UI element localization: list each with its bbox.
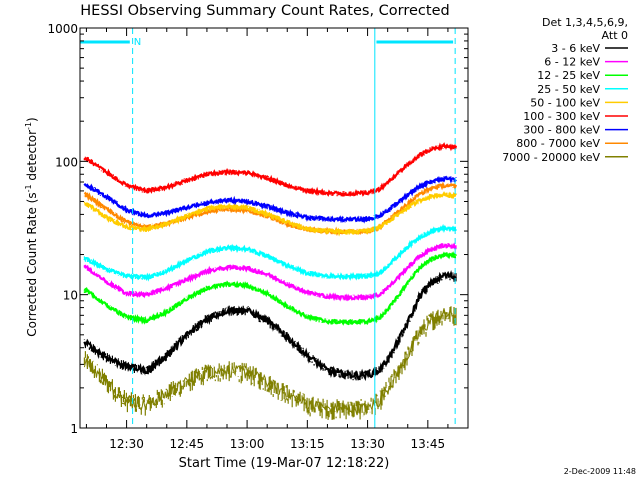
y-axis-label-sup1: -1: [24, 184, 33, 192]
y-axis-label-mid: detector: [25, 130, 39, 185]
chart-title: HESSI Observing Summary Count Rates, Cor…: [80, 3, 449, 19]
x-axis-label: Start Time (19-Mar-07 12:18:22): [179, 456, 390, 471]
y-tick-label: 10: [63, 289, 78, 303]
series-trace: [83, 307, 457, 416]
legend-entry-label: 7000 - 20000 keV: [502, 151, 600, 164]
y-axis-label-main: Corrected Count Rate (s: [25, 192, 39, 336]
plot-area: [83, 142, 458, 420]
x-tick-label: 13:45: [411, 437, 446, 451]
night-marker-label: N: [134, 37, 141, 48]
series-line: [83, 269, 457, 382]
series-trace: [83, 142, 458, 197]
legend-entry-label: 800 - 7000 keV: [516, 137, 600, 150]
legend-entry-label: 50 - 100 keV: [530, 96, 600, 109]
axes: N 1 10 100 1000 12:30 12:45 13:00 13:15 13:30 13:4…: [47, 22, 469, 451]
legend-entry-label: 6 - 12 keV: [544, 56, 600, 69]
legend-entry-label: 12 - 25 keV: [537, 69, 600, 82]
legend-header-detectors: Det 1,3,4,5,6,9,: [542, 16, 628, 29]
series-line: [83, 175, 457, 224]
y-axis-label-end: ): [25, 117, 39, 122]
y-tick-label: 1: [70, 422, 78, 436]
series-trace: [83, 175, 457, 224]
legend-entry-label: 25 - 50 keV: [537, 83, 600, 96]
series-trace: [83, 251, 456, 326]
x-tick-label: 12:30: [109, 437, 144, 451]
series-line: [83, 306, 457, 420]
y-tick-label: 1000: [47, 22, 78, 36]
legend-entry-label: 100 - 300 keV: [523, 110, 600, 123]
legend-header-attenuator: Att 0: [602, 29, 628, 42]
y-axis-label: Corrected Count Rate (s-1 detector-1): [24, 117, 39, 336]
series-line: [83, 251, 457, 326]
series-trace: [83, 242, 457, 302]
y-axis-label-sup2: -1: [24, 122, 33, 130]
x-tick-label: 13:15: [290, 437, 325, 451]
series-line: [83, 142, 458, 197]
date-stamp: 2-Dec-2009 11:48: [564, 467, 636, 476]
legend-entry-label: 3 - 6 keV: [551, 42, 600, 55]
plot-frame: [79, 27, 469, 429]
series-trace: [84, 191, 457, 237]
legend-entry-label: 300 - 800 keV: [523, 124, 600, 137]
series-line: [83, 242, 457, 302]
x-tick-label: 13:30: [350, 437, 385, 451]
y-tick-label: 100: [55, 155, 78, 169]
series-line: [83, 223, 457, 282]
series-line: [83, 191, 457, 237]
x-tick-label: 13:00: [230, 437, 265, 451]
series-trace: [83, 223, 457, 282]
x-tick-label: 12:45: [170, 437, 205, 451]
series-trace: [83, 269, 457, 382]
